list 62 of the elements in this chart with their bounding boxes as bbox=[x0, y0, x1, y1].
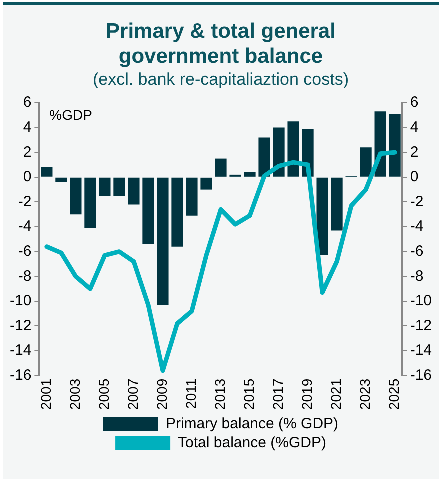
legend-label: Total balance (%GDP) bbox=[178, 434, 326, 452]
y-tick-label: 4 bbox=[23, 118, 32, 136]
bar bbox=[41, 167, 53, 177]
bar bbox=[244, 172, 256, 177]
x-tick-label: 2001 bbox=[38, 378, 54, 410]
chart-subtitle: (excl. bank re-capitaliaztion costs) bbox=[92, 69, 350, 91]
bar bbox=[389, 114, 401, 177]
x-tick-label: 2025 bbox=[386, 378, 402, 410]
x-tick-label: 2007 bbox=[124, 378, 141, 410]
y2-tick-label: -16 bbox=[410, 366, 432, 384]
bar bbox=[157, 178, 169, 306]
bar bbox=[99, 178, 111, 196]
bar bbox=[128, 178, 140, 205]
bar bbox=[316, 178, 328, 256]
y-tick-label: 6 bbox=[23, 94, 32, 112]
bar bbox=[142, 178, 154, 244]
y2-tick-label: 0 bbox=[410, 168, 419, 186]
y-tick-label: -6 bbox=[18, 242, 32, 260]
y-tick-label: 2 bbox=[23, 144, 32, 161]
y2-tick-label: -12 bbox=[410, 317, 432, 334]
bar bbox=[114, 178, 126, 196]
y2-tick-label: -8 bbox=[410, 268, 424, 285]
y2-tick-label: -14 bbox=[410, 342, 432, 360]
bar bbox=[56, 178, 68, 182]
y2-tick-label: -2 bbox=[410, 193, 424, 210]
y-tick-label: -12 bbox=[10, 317, 32, 334]
x-tick-label: 2017 bbox=[270, 378, 286, 410]
x-tick-label: 2023 bbox=[356, 378, 373, 410]
y2-tick-label: 4 bbox=[410, 118, 419, 136]
y-tick-label: -2 bbox=[18, 193, 32, 210]
x-tick-label: 2003 bbox=[66, 378, 83, 410]
bar bbox=[200, 178, 212, 190]
bar bbox=[172, 178, 184, 247]
y-tick-label: 0 bbox=[23, 168, 32, 186]
x-tick-label: 2009 bbox=[154, 378, 170, 410]
bar bbox=[186, 178, 198, 216]
chart-title: Primary & total general government balance bbox=[105, 19, 337, 69]
legend-label: Primary balance (% GDP) bbox=[166, 416, 339, 433]
x-tick-label: 2019 bbox=[298, 378, 315, 410]
y-tick-label: -4 bbox=[18, 218, 32, 236]
bar bbox=[331, 178, 343, 231]
bar bbox=[84, 178, 96, 228]
y2-tick-label: -6 bbox=[410, 242, 424, 260]
bar bbox=[215, 158, 227, 177]
y2-tick-label: 2 bbox=[410, 144, 419, 161]
x-tick-label: 2015 bbox=[240, 378, 257, 410]
bar bbox=[70, 178, 82, 215]
bar bbox=[360, 148, 372, 177]
y2-tick-label: -4 bbox=[410, 218, 424, 236]
y2-tick-label: -10 bbox=[410, 292, 432, 310]
bar bbox=[258, 138, 270, 177]
y-tick-label: -8 bbox=[18, 268, 32, 285]
y-tick-label: -10 bbox=[10, 292, 32, 310]
y-tick-label: -14 bbox=[10, 342, 32, 360]
x-tick-label: 2011 bbox=[182, 378, 199, 409]
y2-tick-label: 6 bbox=[410, 94, 419, 112]
x-tick-label: 2021 bbox=[328, 378, 344, 410]
y-tick-label: -16 bbox=[10, 366, 32, 384]
bar bbox=[288, 122, 300, 177]
annotation: %GDP bbox=[50, 106, 92, 123]
x-tick-label: 2005 bbox=[96, 378, 112, 410]
x-tick-label: 2013 bbox=[212, 378, 228, 410]
